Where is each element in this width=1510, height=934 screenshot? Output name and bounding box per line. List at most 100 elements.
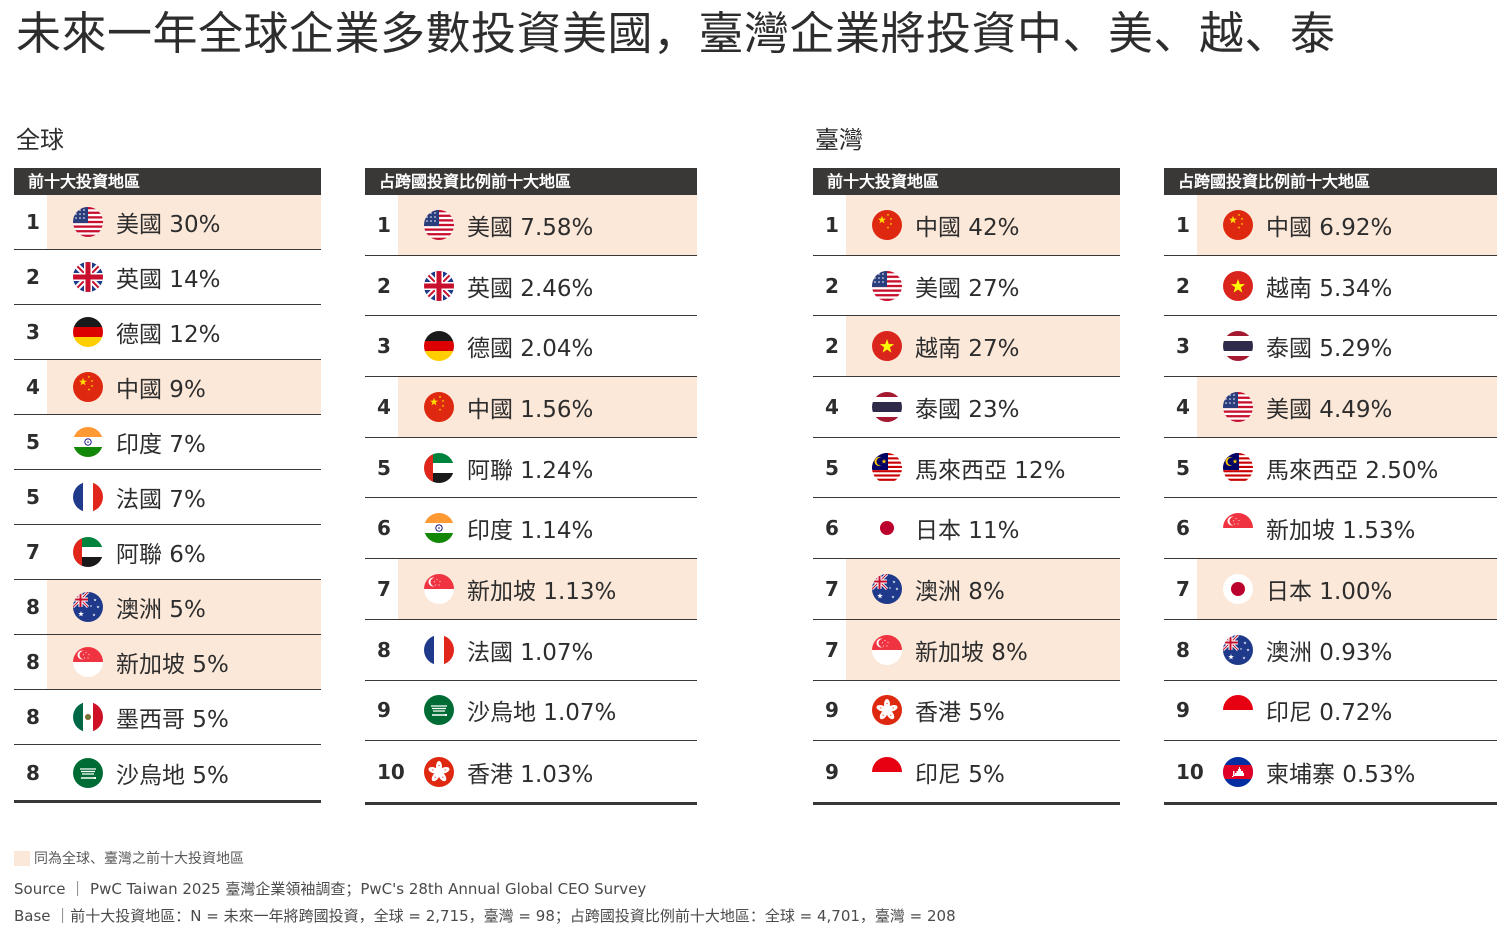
table-row: 10 香港 1.03%	[365, 741, 697, 802]
row-label: 沙烏地 5%	[116, 762, 229, 789]
flag-saudi-icon	[73, 757, 103, 788]
flag-uae-icon	[73, 537, 103, 567]
table-row: 5 法國 7%	[14, 470, 321, 525]
row-label: 澳洲 0.93%	[1266, 639, 1393, 666]
table-header: 前十大投資地區	[14, 168, 321, 195]
table-row: 2 美國 27%	[813, 256, 1120, 317]
table-taiwan-top10: 前十大投資地區 1 中國 42% 2 美國 27% 2 越南 27% 4 泰國 23% 5 馬來西…	[813, 168, 1120, 805]
legend-swatch	[14, 850, 30, 866]
table-row: 7 阿聯 6%	[14, 525, 321, 580]
flag-china-icon	[424, 391, 454, 422]
row-label: 墨西哥 5%	[116, 707, 229, 733]
row-rank: 3	[1176, 334, 1190, 359]
row-rank: 1	[825, 212, 839, 237]
table-row: 8 法國 1.07%	[365, 620, 697, 681]
flag-singapore-icon	[1223, 513, 1253, 544]
row-label: 法國 7%	[116, 487, 206, 513]
row-label: 法國 1.07%	[467, 639, 594, 666]
row-label: 馬來西亞 2.50%	[1266, 457, 1439, 484]
table-row: 8 澳洲 5%	[14, 580, 321, 635]
table-row: 4 中國 9%	[14, 360, 321, 415]
table-row: 6 日本 11%	[813, 498, 1120, 560]
row-label: 新加坡 1.13%	[467, 578, 617, 605]
row-rank: 8	[26, 760, 40, 785]
flag-mexico-icon	[73, 702, 103, 732]
table-row: 9 印尼 5%	[813, 741, 1120, 802]
table-taiwan-share-top10: 占跨國投資比例前十大地區 1 中國 6.92% 2 越南 5.34% 3 泰國 5.29%…	[1164, 168, 1497, 805]
table-row: 7 澳洲 8%	[813, 559, 1120, 620]
row-rank: 7	[26, 540, 40, 564]
table-row: 1 美國 30%	[14, 195, 321, 250]
row-label: 澳洲 5%	[116, 597, 206, 623]
row-label: 印尼 0.72%	[1266, 700, 1393, 727]
table-row: 2 英國 14%	[14, 250, 321, 305]
row-rank: 5	[26, 485, 40, 509]
row-label: 英國 2.46%	[467, 275, 594, 302]
row-label: 沙烏地 1.07%	[467, 700, 617, 727]
row-label: 日本 11%	[915, 518, 1020, 545]
row-rank: 1	[1176, 212, 1190, 237]
row-label: 日本 1.00%	[1266, 578, 1393, 605]
row-rank: 9	[1176, 698, 1190, 723]
page-title: 未來一年全球企業多數投資美國，臺灣企業將投資中、美、越、泰	[16, 7, 1336, 60]
row-label: 美國 30%	[116, 212, 221, 238]
row-rank: 7	[377, 576, 391, 601]
row-label: 美國 27%	[915, 275, 1020, 302]
row-label: 美國 4.49%	[1266, 396, 1393, 423]
section-label-global: 全球	[16, 126, 64, 154]
table-row: 2 越南 27%	[813, 316, 1120, 378]
row-label: 馬來西亞 12%	[915, 457, 1066, 484]
base-note: Base ｜前十大投資地區：N = 未來一年將跨國投資，全球 = 2,715，臺…	[14, 907, 956, 925]
table-global-share-top10: 占跨國投資比例前十大地區 1 美國 7.58% 2 英國 2.46% 3 德國 2.04%…	[365, 168, 697, 805]
row-label: 泰國 5.29%	[1266, 336, 1393, 363]
flag-us-icon	[424, 209, 454, 240]
row-label: 印度 7%	[116, 432, 206, 458]
row-rank: 2	[377, 273, 391, 298]
row-rank: 5	[26, 430, 40, 454]
flag-germany-icon	[424, 331, 454, 362]
row-label: 新加坡 1.53%	[1266, 518, 1416, 545]
table-header: 前十大投資地區	[813, 168, 1120, 195]
flag-indonesia-icon	[1223, 695, 1253, 726]
row-rank: 2	[1176, 273, 1190, 298]
row-rank: 4	[1176, 394, 1190, 419]
flag-uk-icon	[424, 270, 454, 301]
flag-us-icon	[1223, 391, 1253, 422]
row-rank: 1	[26, 210, 40, 234]
row-label: 香港 1.03%	[467, 761, 594, 788]
row-label: 泰國 23%	[915, 396, 1020, 423]
row-rank: 7	[825, 576, 839, 601]
table-row: 10 柬埔寨 0.53%	[1164, 741, 1497, 802]
table-row: 4 中國 1.56%	[365, 377, 697, 438]
table-row: 5 印度 7%	[14, 415, 321, 470]
flag-malaysia-icon	[1223, 452, 1253, 483]
table-row: 3 德國 2.04%	[365, 316, 697, 378]
table-row: 8 新加坡 5%	[14, 635, 321, 690]
row-rank: 7	[825, 637, 839, 662]
row-rank: 6	[377, 516, 391, 541]
flag-vietnam-icon	[872, 331, 902, 362]
row-rank: 10	[377, 759, 405, 784]
flag-hongkong-icon	[872, 695, 902, 726]
row-label: 越南 27%	[915, 336, 1020, 363]
row-rank: 3	[377, 334, 391, 359]
row-rank: 2	[825, 334, 839, 359]
row-rank: 8	[26, 705, 40, 729]
row-rank: 4	[825, 394, 839, 419]
flag-thailand-icon	[1223, 331, 1253, 362]
flag-india-icon	[73, 427, 103, 457]
table-row: 5 阿聯 1.24%	[365, 438, 697, 499]
row-rank: 2	[825, 273, 839, 298]
table-row: 1 中國 42%	[813, 195, 1120, 256]
row-rank: 5	[825, 455, 839, 480]
row-rank: 1	[377, 212, 391, 237]
flag-hongkong-icon	[424, 756, 454, 787]
table-global-top10: 前十大投資地區 1 美國 30% 2 英國 14% 3 德國 12% 4 中國 9% 5 印度 7…	[14, 168, 321, 803]
flag-australia-icon	[73, 592, 103, 622]
row-label: 阿聯 6%	[116, 542, 206, 568]
flag-china-icon	[73, 372, 103, 402]
flag-thailand-icon	[872, 391, 902, 422]
row-rank: 6	[825, 516, 839, 541]
flag-saudi-icon	[424, 695, 454, 726]
flag-uae-icon	[424, 452, 454, 483]
